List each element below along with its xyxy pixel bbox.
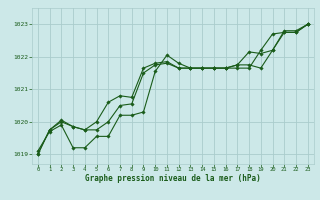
X-axis label: Graphe pression niveau de la mer (hPa): Graphe pression niveau de la mer (hPa) [85,174,261,183]
